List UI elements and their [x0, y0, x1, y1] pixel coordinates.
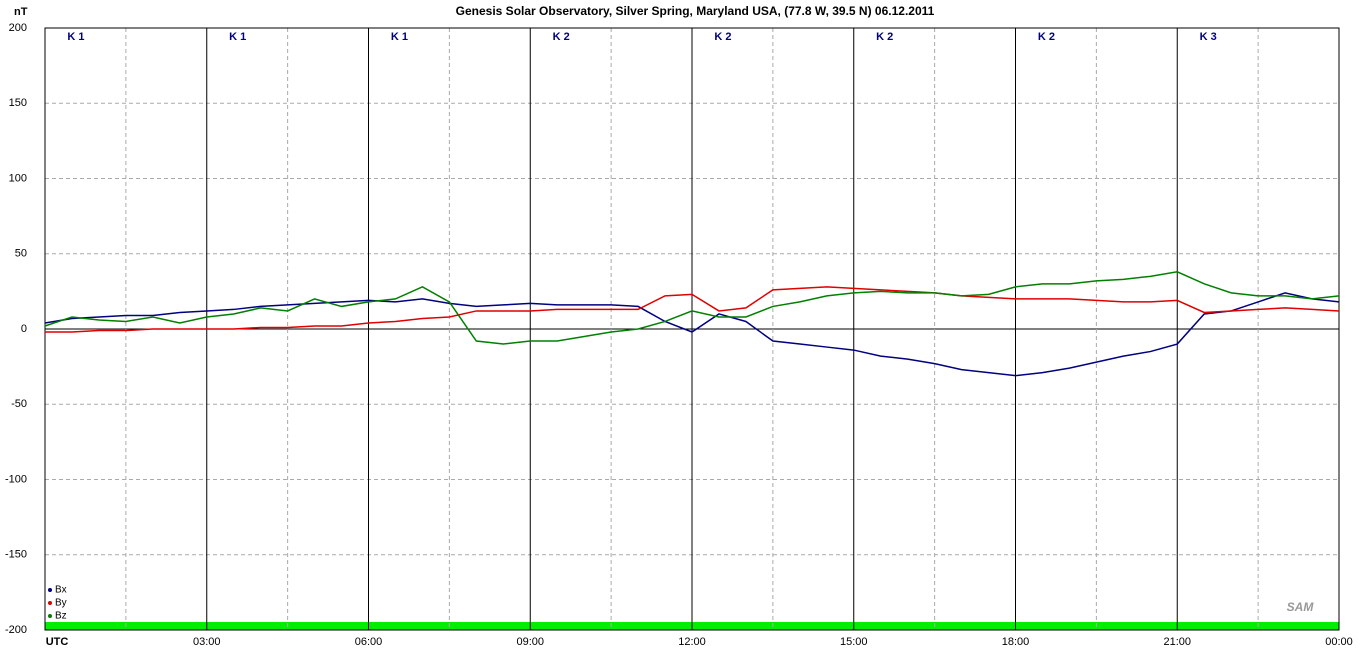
legend-label: Bz: [55, 611, 67, 622]
legend-marker: [48, 601, 52, 605]
y-tick-label: 50: [15, 248, 27, 260]
y-tick-label: -150: [5, 549, 27, 561]
legend-label: By: [55, 598, 67, 609]
series-line: [44, 292, 1340, 377]
x-tick-label: 03:00: [193, 636, 221, 648]
y-tick-label: -50: [11, 398, 27, 410]
k-index-label: K 2: [553, 31, 570, 43]
legend-marker: [48, 588, 52, 592]
y-axis-label: nT: [14, 6, 28, 18]
series-line: [45, 286, 1340, 333]
x-tick-label: UTC: [46, 636, 69, 648]
y-tick-label: -100: [5, 473, 27, 485]
legend-marker: [48, 614, 52, 618]
legend-label: Bx: [55, 585, 67, 596]
x-tick-label: 09:00: [516, 636, 544, 648]
k-index-label: K 2: [714, 31, 731, 43]
y-tick-label: -200: [5, 624, 27, 636]
y-tick-label: 200: [9, 22, 27, 34]
y-tick-label: 150: [9, 97, 27, 109]
k-index-label: K 1: [229, 31, 246, 43]
y-tick-label: 0: [21, 323, 27, 335]
series-line: [44, 271, 1340, 345]
x-tick-label: 21:00: [1163, 636, 1191, 648]
x-tick-label: 18:00: [1002, 636, 1030, 648]
y-tick-label: 100: [9, 172, 27, 184]
k-index-label: K 1: [67, 31, 84, 43]
plot-frame: [44, 27, 1340, 631]
k-index-label: K 2: [876, 31, 893, 43]
x-tick-label: 15:00: [840, 636, 868, 648]
chart-title: Genesis Solar Observatory, Silver Spring…: [456, 4, 935, 18]
k-index-label: K 1: [391, 31, 408, 43]
x-tick-label: 00:00: [1325, 636, 1353, 648]
x-tick-label: 06:00: [355, 636, 383, 648]
x-tick-label: 12:00: [678, 636, 706, 648]
logo: SAM: [1287, 600, 1315, 614]
k-index-label: K 2: [1038, 31, 1055, 43]
k-index-label: K 3: [1200, 31, 1217, 43]
